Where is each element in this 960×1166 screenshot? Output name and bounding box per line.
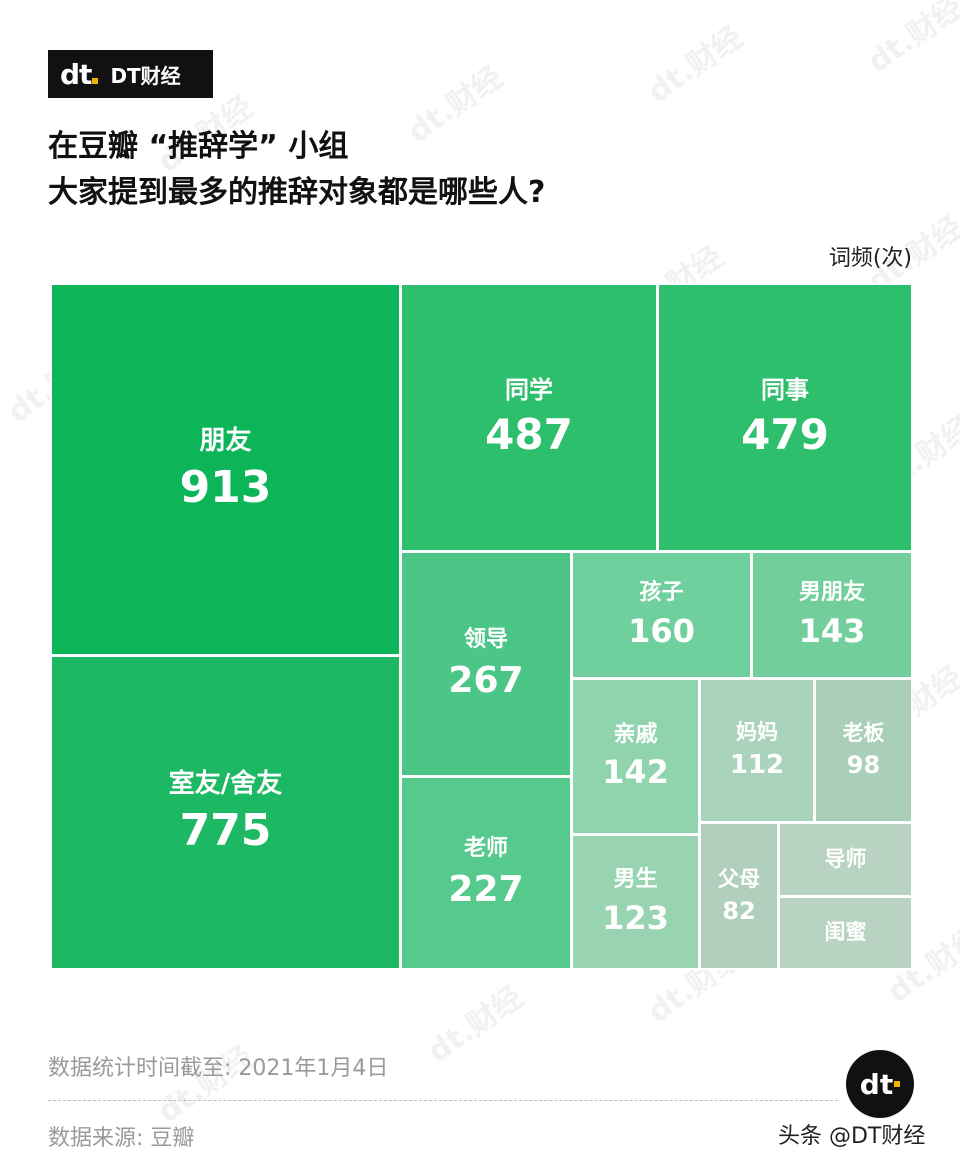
cell-value: 143 xyxy=(798,611,866,650)
treemap-cell: 妈妈 112 xyxy=(699,678,815,823)
cell-value: 487 xyxy=(485,409,573,459)
cell-value: 479 xyxy=(741,409,829,459)
cell-label: 朋友 xyxy=(199,425,252,456)
cell-label: 孩子 xyxy=(639,580,684,606)
cell-value: 112 xyxy=(729,750,785,781)
cell-label: 亲戚 xyxy=(613,721,658,747)
cell-label: 男生 xyxy=(613,867,658,893)
cell-label: 男朋友 xyxy=(798,580,865,606)
cell-value: 123 xyxy=(602,898,669,937)
dt-circle-logo-icon: dt xyxy=(846,1050,914,1118)
stat-date-note: 数据统计时间截至: 2021年1月4日 xyxy=(48,1056,389,1081)
treemap-cell: 孩子 160 xyxy=(571,551,752,679)
cell-label: 同事 xyxy=(761,375,809,404)
treemap-cell: 男生 123 xyxy=(571,834,700,970)
cell-label: 室友/舍友 xyxy=(168,768,283,799)
cell-value: 775 xyxy=(179,804,272,856)
treemap-cell: 导师 xyxy=(778,822,913,897)
dt-logo-icon: dt xyxy=(60,58,99,91)
source-note: 数据来源: 豆瓣 xyxy=(48,1126,195,1151)
chart-title: 在豆瓣 “推辞学” 小组 大家提到最多的推辞对象都是哪些人? xyxy=(48,124,908,216)
cell-label: 同学 xyxy=(505,375,553,404)
cell-value: 160 xyxy=(628,611,695,650)
treemap-cell: 室友/舍友 775 xyxy=(50,655,401,970)
treemap-cell: 同事 479 xyxy=(657,283,913,552)
cell-label: 导师 xyxy=(824,846,867,871)
title-line-2: 大家提到最多的推辞对象都是哪些人? xyxy=(48,175,546,210)
treemap-cell: 男朋友 143 xyxy=(751,551,913,679)
cell-label: 妈妈 xyxy=(736,719,778,744)
cell-value: 227 xyxy=(448,868,524,910)
footer-divider xyxy=(48,1100,838,1101)
brand-badge: dt DT财经 xyxy=(48,50,213,98)
treemap-cell: 领导 267 xyxy=(400,551,572,777)
treemap-cell: 亲戚 142 xyxy=(571,678,700,835)
treemap-cell: 同学 487 xyxy=(400,283,658,552)
cell-label: 老师 xyxy=(463,836,508,862)
treemap-cell: 老师 227 xyxy=(400,776,572,970)
treemap-cell: 老板 98 xyxy=(814,678,913,823)
cell-value: 267 xyxy=(448,659,524,701)
treemap-cell: 父母 82 xyxy=(699,822,779,970)
treemap-cell: 朋友 913 xyxy=(50,283,401,656)
cell-label: 闺蜜 xyxy=(824,920,867,945)
cell-value: 913 xyxy=(179,461,272,513)
cell-label: 老板 xyxy=(842,721,885,746)
watermark-credit: 头条 @DT财经 xyxy=(778,1124,926,1149)
treemap-cell: 闺蜜 xyxy=(778,896,913,970)
cell-value: 82 xyxy=(722,896,756,925)
cell-value: 142 xyxy=(602,753,669,792)
cell-label: 领导 xyxy=(463,627,508,653)
unit-label: 词频(次) xyxy=(828,246,912,271)
cell-label: 父母 xyxy=(718,866,760,891)
brand-name: DT财经 xyxy=(110,63,181,88)
title-line-1: 在豆瓣 “推辞学” 小组 xyxy=(48,129,349,164)
cell-value: 98 xyxy=(846,751,881,780)
